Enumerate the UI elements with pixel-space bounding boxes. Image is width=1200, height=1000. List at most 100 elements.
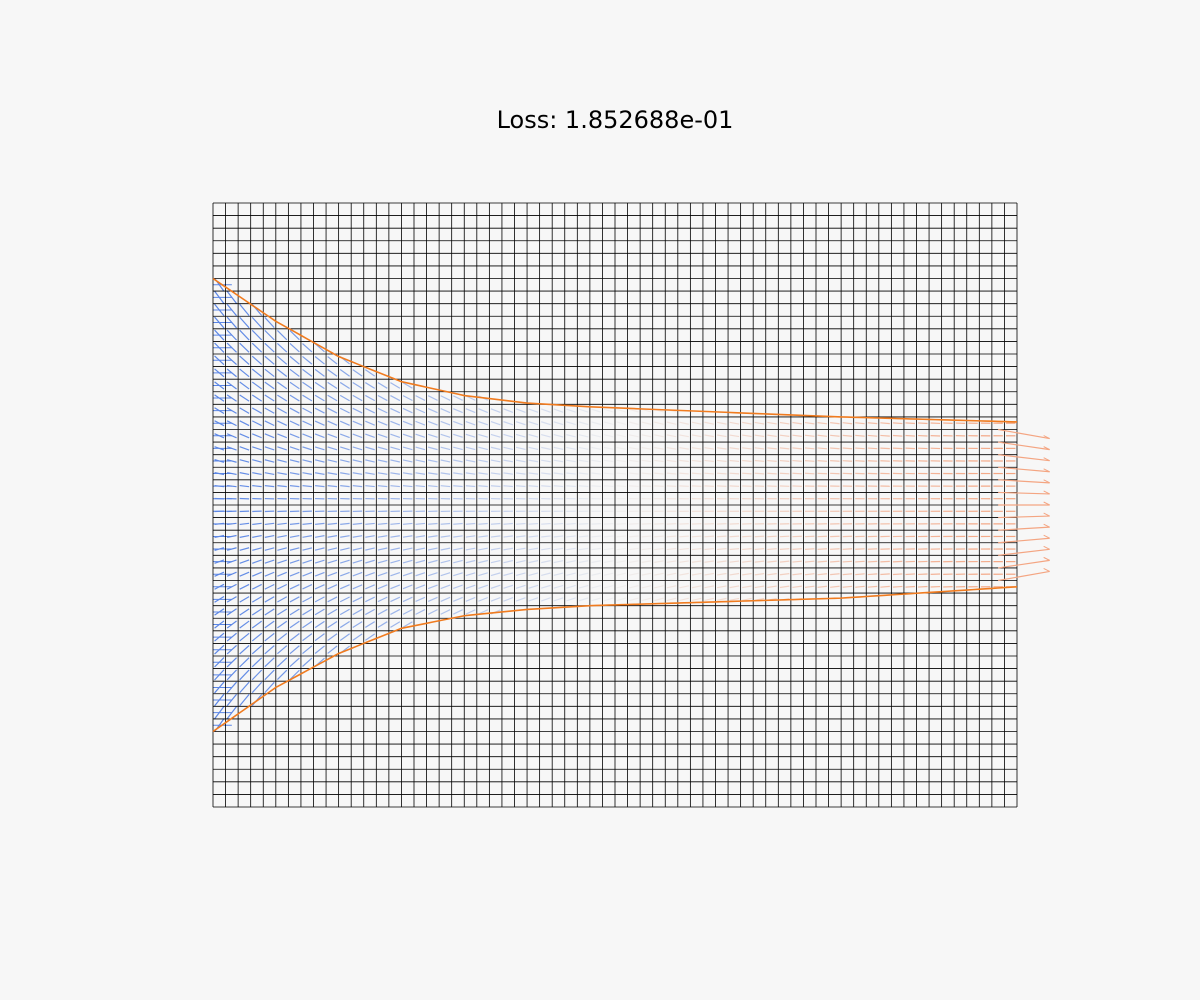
flow-vector (314, 633, 325, 642)
outflow-arrow (998, 479, 1050, 484)
flow-vector (754, 434, 765, 438)
flow-vector (352, 420, 363, 426)
flow-vector (465, 584, 476, 590)
flow-vector (251, 407, 262, 414)
flow-vector (264, 368, 275, 378)
outflow-arrowhead (1043, 468, 1050, 473)
flow-vector (239, 381, 250, 390)
flow-vector (327, 407, 338, 414)
flow-vector (767, 459, 777, 462)
flow-vector (578, 547, 589, 551)
flow-vector (264, 433, 275, 439)
flow-vector (679, 447, 689, 450)
flow-vector (339, 608, 350, 616)
flow-vector (641, 547, 652, 551)
flow-vector (339, 381, 350, 389)
flow-vector (365, 584, 375, 590)
flow-vector (239, 484, 250, 488)
flow-vector (490, 547, 501, 551)
flow-vector (629, 485, 639, 488)
flow-vector (402, 596, 413, 603)
flow-vector (905, 585, 915, 588)
flow-vector (314, 446, 325, 451)
flow-vector (553, 572, 564, 576)
flow-vector (892, 585, 903, 588)
flow-vector (515, 433, 526, 438)
flow-vector (628, 585, 639, 589)
flow-vector (264, 342, 275, 353)
flow-vector (490, 485, 501, 488)
flow-vector (541, 446, 551, 450)
flow-vector (628, 597, 639, 602)
flow-vector (666, 585, 677, 589)
flow-vector (528, 433, 539, 438)
flow-vector (666, 472, 677, 475)
flow-vector (377, 446, 388, 451)
flow-vector (629, 560, 639, 564)
flow-vector (365, 621, 376, 628)
flow-vector (591, 472, 601, 475)
flow-vector (277, 583, 288, 590)
flow-vector (691, 585, 702, 589)
flow-vector (553, 485, 564, 488)
flow-vector (616, 446, 627, 450)
flow-vector (641, 472, 652, 475)
flow-vector (427, 584, 438, 590)
flow-vector (566, 522, 576, 525)
flow-vector (578, 572, 589, 576)
flow-vector (276, 645, 288, 655)
flow-vector (754, 548, 765, 551)
flow-vector (679, 585, 689, 589)
flow-vector (515, 408, 526, 413)
flow-vector (302, 559, 313, 564)
flow-vector (566, 472, 576, 475)
flow-vector (804, 472, 815, 475)
flow-vector (289, 433, 300, 439)
flow-vector (855, 460, 865, 462)
flow-vector (352, 596, 363, 603)
flow-vector (804, 421, 815, 425)
flow-vector (553, 459, 564, 463)
flow-vector (654, 447, 664, 450)
flow-vector (415, 535, 426, 538)
flow-vector (566, 446, 576, 450)
flow-vector (440, 584, 451, 590)
outflow-arrowhead (1043, 523, 1050, 528)
flow-vector (641, 535, 652, 538)
flow-vector (352, 633, 363, 641)
flow-vector (892, 434, 903, 437)
flow-vector (239, 522, 250, 526)
flow-vector (892, 573, 903, 576)
flow-vector (591, 560, 601, 564)
flow-vector (654, 535, 664, 538)
flow-vector (239, 547, 250, 551)
flow-vector (289, 343, 300, 353)
flow-vector (377, 382, 388, 389)
flow-vector (754, 560, 765, 563)
flow-vector (465, 433, 476, 438)
flow-vector (905, 422, 915, 425)
flow-vector (340, 459, 350, 463)
flow-vector (239, 368, 250, 378)
flow-vector (779, 560, 790, 563)
flow-vector (276, 355, 288, 365)
flow-vector (440, 559, 451, 564)
flow-vector (578, 597, 589, 602)
flow-vector (415, 547, 426, 551)
flow-vector (365, 420, 375, 426)
flow-vector (704, 572, 715, 576)
flow-vector (666, 434, 677, 438)
flow-vector (277, 394, 288, 402)
flow-vector (729, 472, 740, 475)
flow-vector (478, 572, 488, 577)
flow-vector (377, 547, 388, 551)
flow-vector (289, 446, 300, 451)
flow-vector (428, 547, 438, 551)
flow-vector (264, 559, 275, 564)
flow-vector (427, 433, 438, 438)
flow-vector (277, 596, 288, 603)
flow-vector (465, 446, 476, 451)
flow-vector (277, 534, 287, 538)
flow-vector (390, 382, 401, 389)
flow-vector (679, 472, 689, 475)
